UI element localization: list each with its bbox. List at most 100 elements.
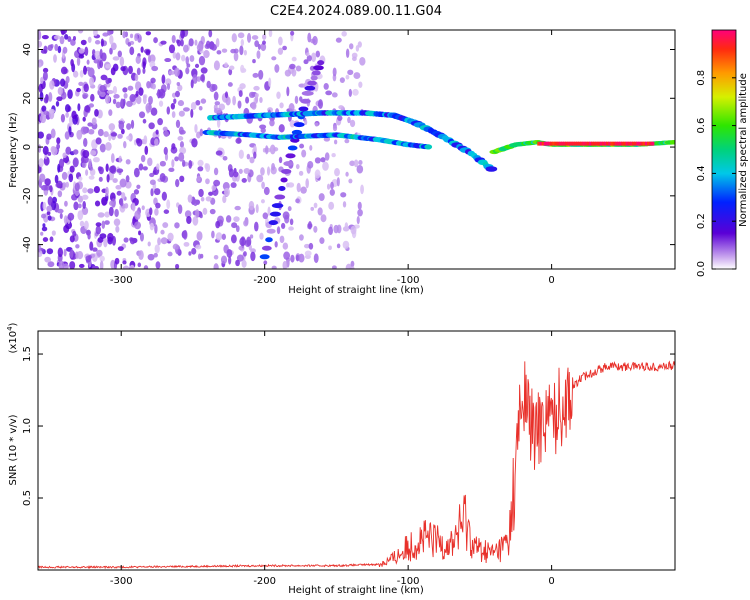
heatmap-cell [80, 39, 87, 46]
heatmap-cell [98, 166, 104, 175]
heatmap-cell [92, 247, 98, 252]
heatmap-cell [274, 64, 280, 73]
heatmap-cell [295, 198, 300, 204]
colorbar-tick-label: 0.0 [696, 261, 707, 277]
heatmap-cell [124, 180, 132, 189]
spectrogram-xtick-label: 0 [548, 275, 554, 286]
heatmap-cell [72, 230, 77, 237]
heatmap-cell [166, 106, 171, 115]
heatmap-cell [109, 34, 114, 45]
heatmap-cell [184, 210, 192, 218]
heatmap-cell [334, 139, 338, 145]
heatmap-cell [163, 146, 168, 155]
heatmap-cell [58, 158, 65, 169]
heatmap-cell [44, 178, 51, 186]
heatmap-cell [47, 44, 53, 51]
heatmap-cell [140, 154, 146, 163]
heatmap-cell [75, 244, 80, 249]
heatmap-cell [323, 83, 329, 90]
heatmap-cell [349, 43, 354, 50]
heatmap-cell [329, 188, 335, 196]
heatmap-cell [142, 61, 146, 69]
heatmap-cell [64, 200, 68, 207]
heatmap-cell [112, 56, 120, 61]
heatmap-cell [72, 35, 77, 41]
heatmap-cell [318, 193, 325, 201]
heatmap-cell [142, 166, 148, 171]
heatmap-cell [150, 77, 156, 84]
heatmap-cell [112, 98, 117, 105]
heatmap-cell [198, 55, 206, 66]
heatmap-cell [78, 48, 85, 54]
heatmap-cell [134, 73, 139, 82]
heatmap-cell [153, 188, 161, 196]
snr-multiplier: (x104) [6, 322, 19, 353]
heatmap-cell [60, 30, 68, 35]
heatmap-trace-cell [670, 139, 675, 145]
heatmap-peak-cell [649, 141, 653, 146]
heatmap-cell [173, 98, 177, 104]
heatmap-cell [221, 48, 228, 53]
heatmap-cell [183, 241, 190, 247]
heatmap-cell [38, 62, 42, 68]
heatmap-cell [238, 149, 244, 160]
heatmap-cell [93, 30, 98, 37]
heatmap-peak-cell [539, 141, 543, 146]
heatmap-cell [172, 243, 179, 250]
heatmap-peak-cell [541, 141, 545, 146]
heatmap-cell [325, 90, 333, 96]
heatmap-cell [109, 47, 113, 55]
heatmap-cell [139, 232, 144, 242]
colorbar-gradient [711, 29, 737, 270]
heatmap-cell [342, 226, 350, 232]
snr-ytick-label: 0.5 [22, 490, 33, 506]
heatmap-trace-cell [281, 168, 292, 174]
heatmap-cell [248, 244, 252, 251]
heatmap-cell [359, 56, 366, 66]
heatmap-cell [279, 102, 284, 109]
spectrogram-ytick-label: 40 [22, 43, 33, 56]
heatmap-trace-cell [265, 237, 273, 243]
heatmap-cell [234, 205, 241, 211]
heatmap-cell [126, 123, 132, 130]
heatmap-cell [195, 244, 202, 250]
heatmap-cell [240, 64, 245, 73]
heatmap-cell [176, 39, 182, 47]
snr-ytick-label: 1.5 [22, 346, 33, 362]
heatmap-peak-cell [543, 141, 547, 146]
heatmap-cell [177, 204, 183, 215]
heatmap-cell [168, 70, 176, 75]
heatmap-cell [175, 119, 181, 129]
heatmap-cell [126, 135, 131, 140]
heatmap-cell [241, 259, 247, 268]
heatmap-cell [118, 155, 122, 163]
heatmap-cell [62, 46, 68, 54]
colorbar-axes: 0.0 0.2 0.4 0.6 0.8 [696, 70, 736, 277]
heatmap-cell [120, 98, 124, 108]
heatmap-cell [314, 122, 319, 127]
heatmap-cell [69, 165, 75, 173]
heatmap-cell [134, 221, 142, 230]
heatmap-cell [94, 40, 101, 45]
heatmap-cell [110, 153, 115, 164]
heatmap-cell [213, 167, 219, 176]
heatmap-cell [171, 143, 176, 150]
heatmap-cell [49, 236, 54, 242]
heatmap-cell [342, 201, 347, 208]
heatmap-peak-cell [627, 141, 631, 146]
heatmap-cell [260, 199, 265, 204]
heatmap-cell [303, 59, 309, 65]
heatmap-cell [43, 96, 49, 104]
heatmap-cell [178, 110, 185, 117]
heatmap-cell [224, 187, 230, 197]
heatmap-cell [155, 202, 161, 209]
heatmap-cell [109, 200, 114, 206]
snr-xtick-label: -200 [253, 576, 276, 587]
heatmap-cell [282, 45, 287, 51]
heatmap-cell [112, 178, 118, 183]
heatmap-cell [71, 110, 77, 120]
heatmap-cell [282, 211, 290, 220]
heatmap-trace-cell [311, 70, 321, 76]
heatmap-cell [271, 56, 277, 61]
heatmap-cell [142, 95, 147, 105]
